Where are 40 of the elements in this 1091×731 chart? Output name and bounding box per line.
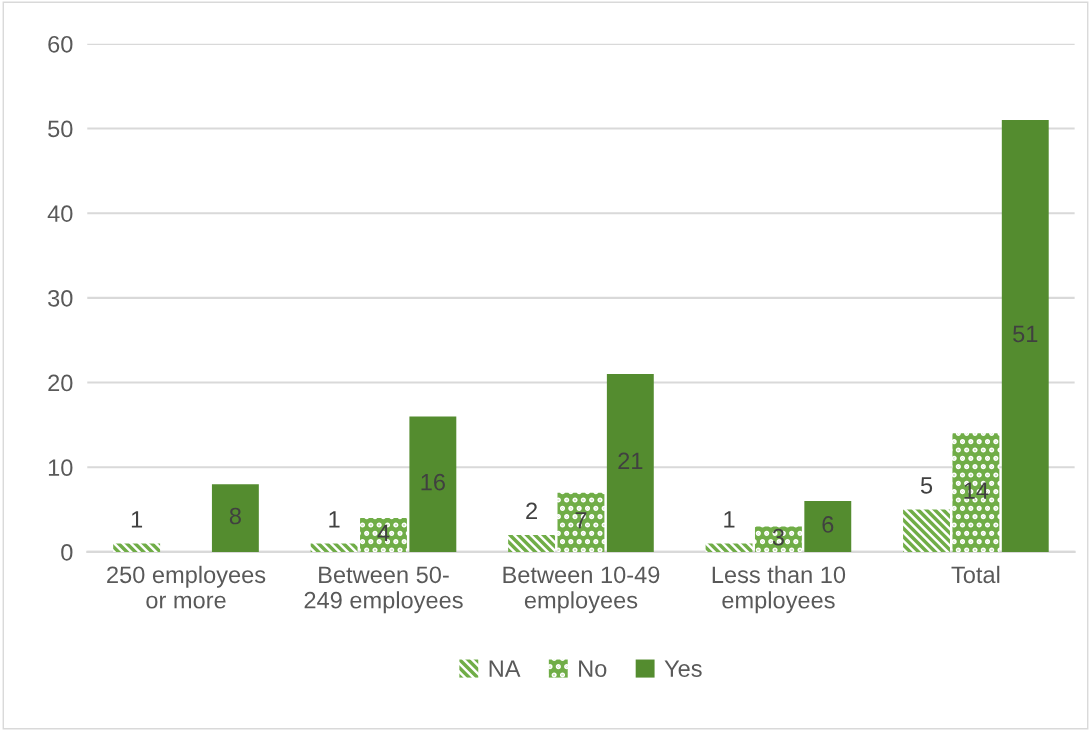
data-label: 2 [526, 502, 537, 519]
bar [557, 492, 605, 552]
data-label: 6 [822, 516, 834, 533]
bar [903, 509, 950, 552]
y-tick-label: 0 [61, 543, 73, 561]
bar [113, 543, 161, 552]
y-tick-label: 20 [48, 374, 73, 392]
bar [754, 526, 802, 552]
data-label: 8 [229, 507, 241, 525]
y-tick-label: 50 [48, 120, 73, 138]
data-label: 1 [724, 511, 735, 528]
bar [409, 416, 457, 552]
x-tick-label: 250 employees or more [107, 565, 266, 609]
x-tick-label: Less than 10 employees [712, 565, 846, 614]
data-label: 4 [377, 524, 390, 542]
bar [211, 484, 259, 552]
legend-label: Yes [664, 660, 702, 677]
legend-label: No [579, 660, 607, 677]
data-label: 21 [618, 452, 643, 470]
x-tick-label: Total [951, 565, 1000, 584]
bar [705, 543, 753, 552]
data-label: 5 [920, 477, 933, 494]
data-label: 1 [131, 511, 143, 528]
data-label: 1 [329, 511, 340, 528]
y-tick-label: 60 [48, 35, 73, 53]
y-tick-label: 40 [47, 205, 73, 222]
bar [310, 543, 358, 552]
bar [952, 433, 1000, 552]
y-tick-label: 10 [48, 459, 73, 477]
data-label: 16 [421, 473, 445, 491]
x-tick-label: Between 50- 249 employees [304, 566, 463, 614]
data-label: 51 [1013, 325, 1038, 343]
x-tick-label: Between 10-49 employees [503, 566, 660, 614]
legend-label: NA [489, 660, 521, 677]
bar [804, 501, 852, 552]
bar [1001, 120, 1049, 552]
y-tick-label: 30 [48, 289, 73, 307]
bar [508, 534, 556, 552]
bar [606, 374, 654, 552]
bar [360, 518, 407, 552]
